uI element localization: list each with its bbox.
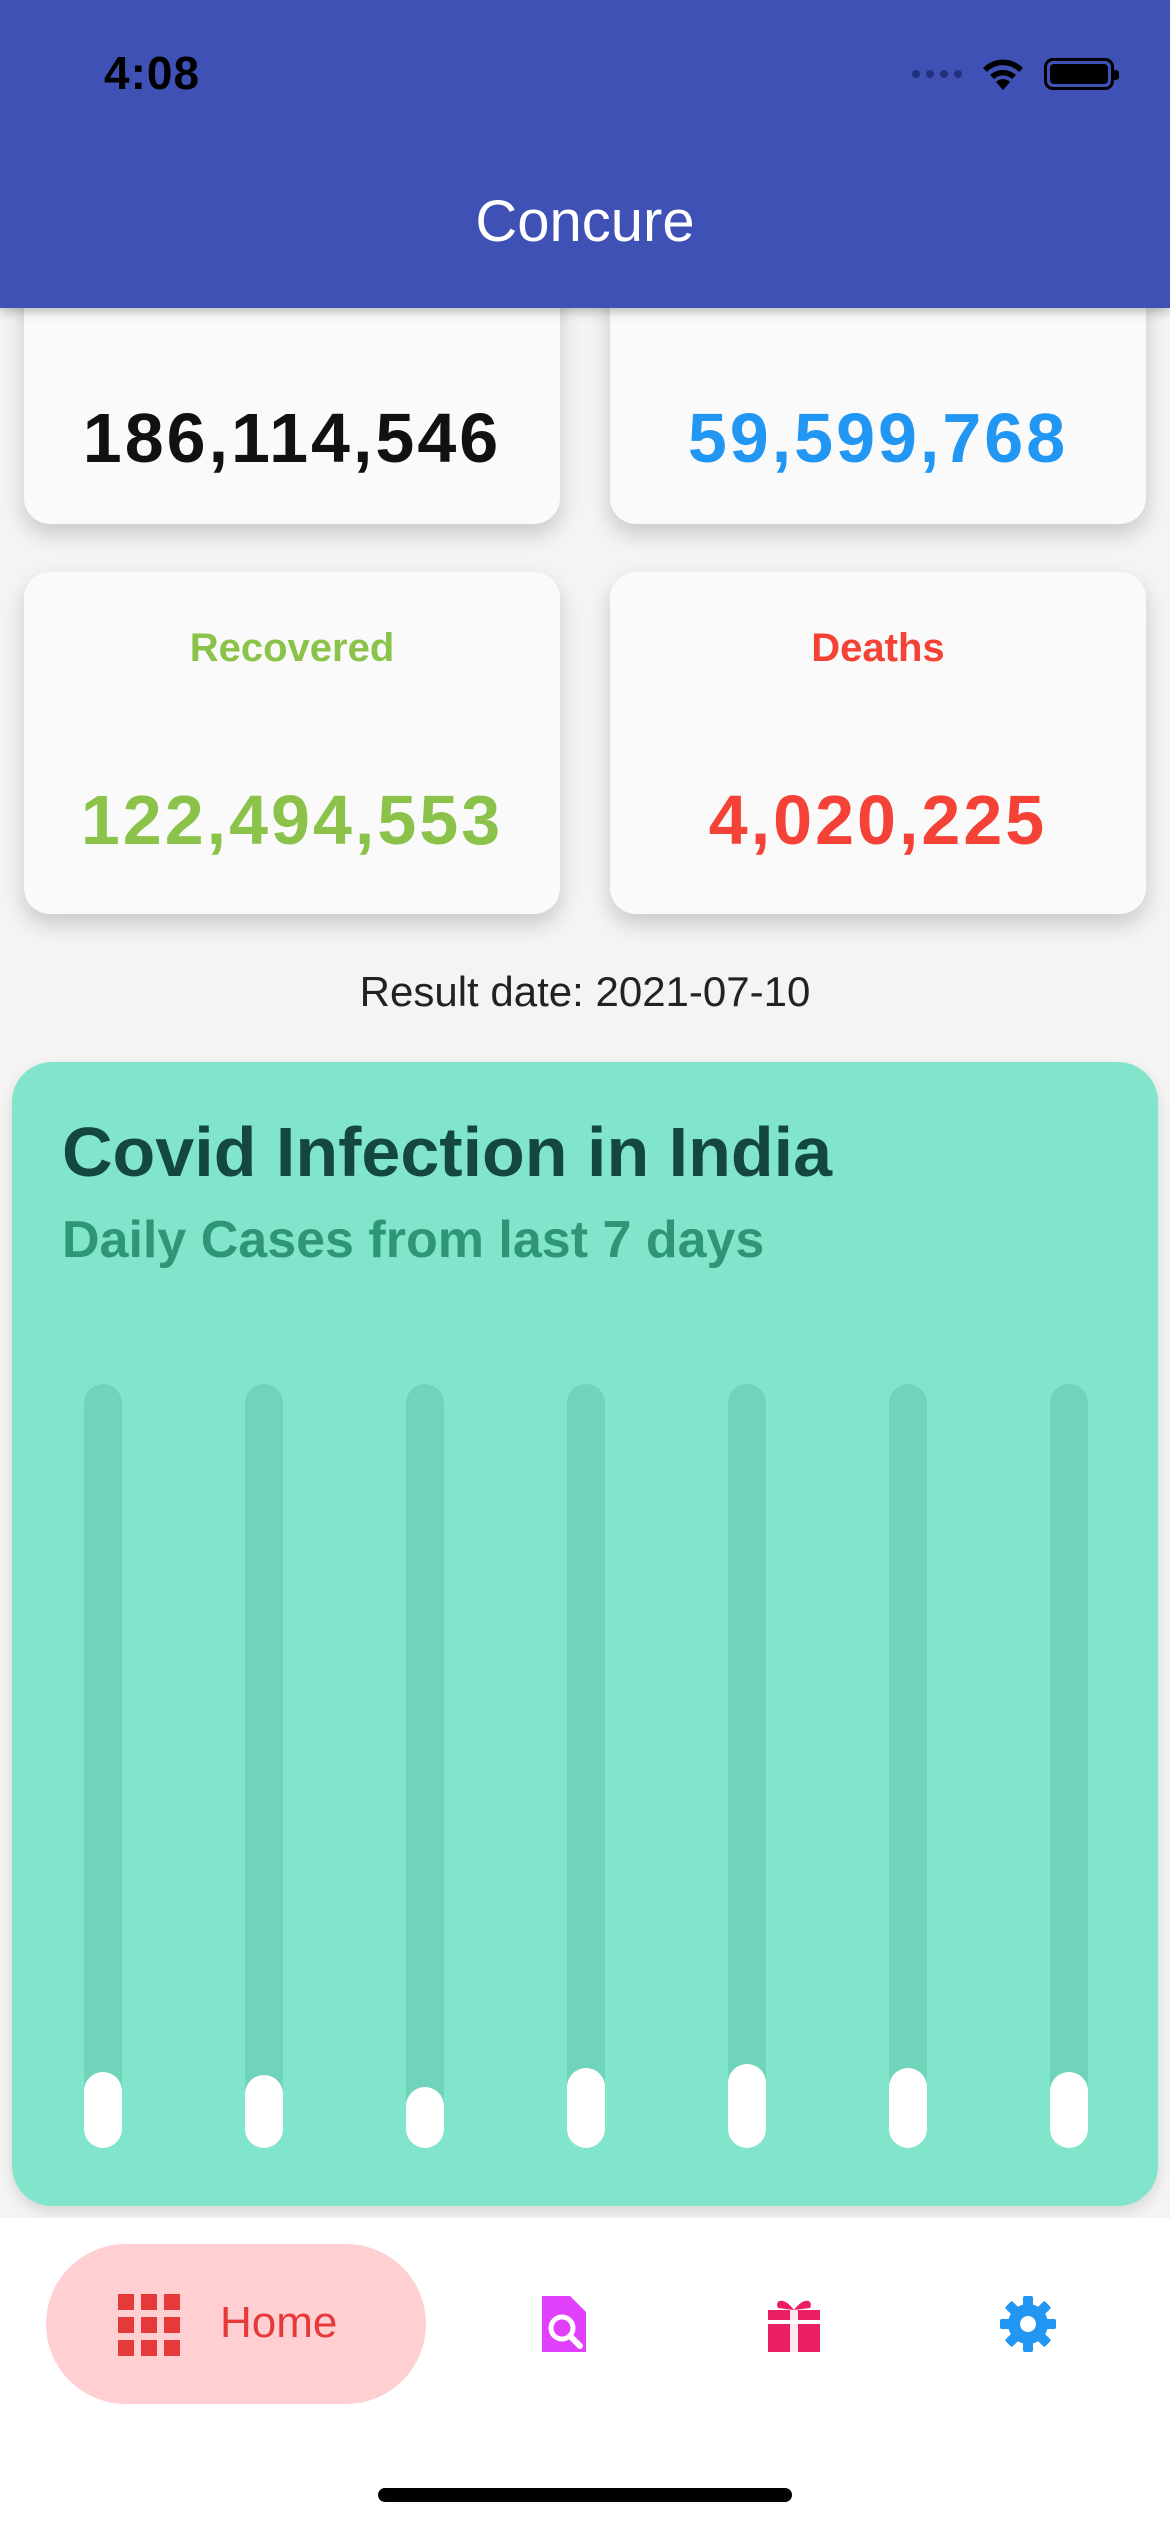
app-bar: 4:08 Concure: [0, 0, 1170, 308]
cellular-signal-icon: [912, 70, 962, 78]
nav-home-label: Home: [220, 2298, 338, 2347]
bar-track: [1050, 1384, 1088, 2148]
bar: [84, 2072, 122, 2148]
bar: [889, 2068, 927, 2148]
status-icons: [912, 50, 1119, 98]
bar: [406, 2087, 444, 2148]
grid-icon: [118, 2294, 180, 2356]
bar: [728, 2064, 766, 2148]
recovered-label: Recovered: [189, 626, 395, 670]
recovered-value: 122,494,553: [80, 781, 504, 859]
bar: [567, 2068, 605, 2148]
status-time: 4:08: [104, 47, 201, 99]
deaths-card: Deaths 4,020,225: [610, 572, 1146, 914]
gift-icon[interactable]: [764, 2294, 824, 2354]
bar-track: [245, 1384, 283, 2148]
chart-subtitle: Daily Cases from last 7 days: [62, 1211, 765, 1269]
deaths-value: 4,020,225: [708, 781, 1048, 859]
bar-track: [567, 1384, 605, 2148]
bar: [245, 2075, 283, 2148]
bar-track: [406, 1384, 444, 2148]
bar-track: [889, 1384, 927, 2148]
app-title: Concure: [475, 189, 695, 254]
recovered-card: Recovered 122,494,553: [24, 572, 560, 914]
result-date: Result date: 2021-07-10: [359, 968, 811, 1015]
active-cases-value: 59,599,768: [687, 399, 1069, 477]
bar-track: [84, 1384, 122, 2148]
bar: [1050, 2072, 1088, 2148]
document-search-icon[interactable]: [534, 2294, 594, 2354]
nav-home-button[interactable]: Home: [46, 2244, 426, 2404]
chart-panel: Covid Infection in India Daily Cases fro…: [12, 1062, 1158, 2206]
bottom-navigation: Home: [0, 2218, 1170, 2532]
battery-icon: [1044, 58, 1119, 90]
home-indicator: [378, 2488, 792, 2502]
bar-track: [728, 1384, 766, 2148]
total-cases-value: 186,114,546: [82, 399, 502, 477]
wifi-icon: [983, 59, 1023, 90]
gear-icon[interactable]: [998, 2294, 1058, 2354]
chart-title: Covid Infection in India: [62, 1113, 832, 1191]
deaths-label: Deaths: [811, 626, 945, 670]
